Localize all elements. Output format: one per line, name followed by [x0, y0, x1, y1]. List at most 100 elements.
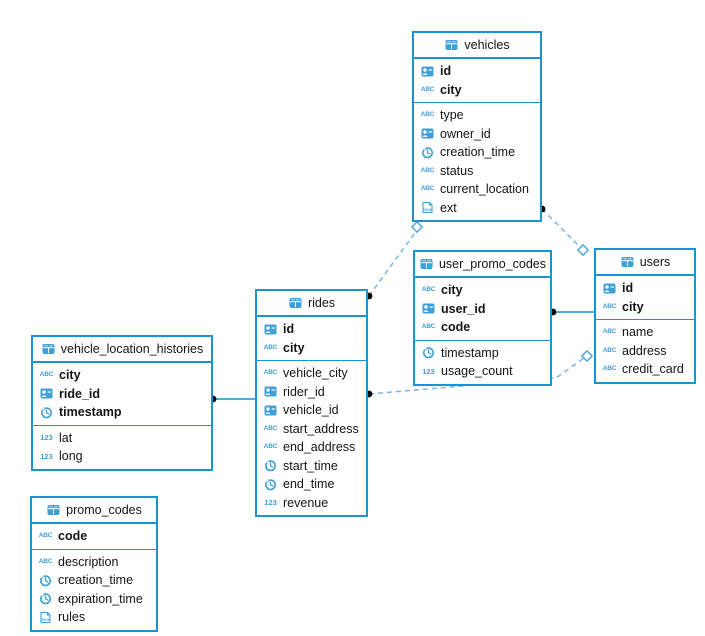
field-type-icon-slot — [421, 303, 436, 314]
table-users[interactable]: users id ABC city ABC name ABC address ABC credit… — [594, 248, 696, 384]
table-name: user_promo_codes — [438, 257, 546, 271]
key-fields-section: ABC city ride_id timestamp — [33, 363, 211, 426]
table-user_promo_codes[interactable]: user_promo_codes ABC city user_id ABC code tim… — [413, 250, 552, 386]
table-icon-slot — [288, 297, 303, 309]
field-start_time[interactable]: start_time — [257, 457, 366, 476]
field-id[interactable]: id — [257, 320, 366, 339]
field-type-icon-slot: ABC — [420, 167, 435, 175]
table-icon-slot — [419, 258, 434, 270]
uuid-icon — [603, 283, 616, 294]
table-rides[interactable]: rides id ABC city ABC vehicle_city rider_id veh… — [255, 289, 368, 517]
field-type-icon-slot: JSON — [420, 201, 435, 214]
fields-section: ABC type owner_id creation_time ABC status ABC… — [414, 103, 540, 220]
table-name: vehicles — [464, 38, 510, 52]
field-type-icon-slot: ABC — [602, 365, 617, 373]
field-timestamp[interactable]: timestamp — [415, 344, 550, 363]
field-code[interactable]: ABC code — [415, 318, 550, 337]
fk-rides-vehicles-diamond-endpoint[interactable] — [410, 220, 424, 234]
field-credit_card[interactable]: ABC credit_card — [596, 360, 694, 379]
field-name: id — [440, 64, 452, 79]
field-rider_id[interactable]: rider_id — [257, 383, 366, 402]
field-start_address[interactable]: ABC start_address — [257, 420, 366, 439]
field-ext[interactable]: JSON ext — [414, 199, 540, 218]
field-name[interactable]: ABC name — [596, 323, 694, 342]
field-type-icon-slot: ABC — [421, 286, 436, 294]
fields-section: timestamp 123 usage_count — [415, 341, 550, 384]
field-city[interactable]: ABC city — [33, 366, 211, 385]
field-type-icon-slot: ABC — [263, 443, 278, 451]
field-name: description — [58, 554, 119, 569]
field-revenue[interactable]: 123 revenue — [257, 494, 366, 513]
field-timestamp[interactable]: timestamp — [33, 403, 211, 422]
field-usage_count[interactable]: 123 usage_count — [415, 362, 550, 381]
field-id[interactable]: id — [414, 62, 540, 81]
field-id[interactable]: id — [596, 279, 694, 298]
text-type-icon: ABC — [420, 185, 435, 192]
field-type[interactable]: ABC type — [414, 106, 540, 125]
fk-vehicles-users-line[interactable] — [541, 208, 581, 248]
table-vehicle_location_histories[interactable]: vehicle_location_histories ABC city ride_id… — [31, 335, 213, 471]
table-icon — [420, 259, 433, 269]
field-city[interactable]: ABC city — [257, 339, 366, 358]
field-expiration_time[interactable]: expiration_time — [32, 590, 156, 609]
field-city[interactable]: ABC city — [415, 281, 550, 300]
field-ride_id[interactable]: ride_id — [33, 385, 211, 404]
table-header-vehicles[interactable]: vehicles — [414, 33, 540, 59]
field-end_time[interactable]: end_time — [257, 475, 366, 494]
field-description[interactable]: ABC description — [32, 553, 156, 572]
table-header-rides[interactable]: rides — [257, 291, 366, 317]
field-user_id[interactable]: user_id — [415, 300, 550, 319]
table-icon — [445, 40, 458, 50]
field-current_location[interactable]: ABC current_location — [414, 180, 540, 199]
table-header-vehicle_location_histories[interactable]: vehicle_location_histories — [33, 337, 211, 363]
field-name: owner_id — [440, 126, 491, 141]
text-type-icon: ABC — [602, 328, 617, 335]
field-type-icon-slot: 123 — [421, 367, 436, 376]
field-type-icon-slot: 123 — [263, 499, 278, 507]
field-lat[interactable]: 123 lat — [33, 429, 211, 448]
fk-rides-vehicles-line[interactable] — [368, 229, 418, 297]
table-header-user_promo_codes[interactable]: user_promo_codes — [415, 252, 550, 278]
field-city[interactable]: ABC city — [414, 81, 540, 100]
field-type-icon-slot — [420, 128, 435, 139]
key-fields-section: id ABC city — [257, 317, 366, 361]
uuid-icon — [422, 303, 435, 314]
field-owner_id[interactable]: owner_id — [414, 125, 540, 144]
uuid-icon — [264, 405, 277, 416]
table-promo_codes[interactable]: promo_codes ABC code ABC description creation… — [30, 496, 158, 632]
field-vehicle_city[interactable]: ABC vehicle_city — [257, 364, 366, 383]
field-name: city — [441, 283, 463, 298]
field-status[interactable]: ABC status — [414, 162, 540, 181]
field-type-icon-slot: ABC — [420, 86, 435, 94]
field-rules[interactable]: JSON rules — [32, 608, 156, 627]
field-type-icon-slot — [420, 146, 435, 159]
table-icon-slot — [620, 256, 635, 268]
field-type-icon-slot: ABC — [602, 347, 617, 355]
field-name: timestamp — [59, 405, 122, 420]
field-vehicle_id[interactable]: vehicle_id — [257, 401, 366, 420]
field-type-icon-slot: JSON — [38, 611, 53, 624]
table-header-users[interactable]: users — [596, 250, 694, 276]
field-name: name — [622, 325, 654, 340]
field-name: lat — [59, 430, 73, 445]
field-creation_time[interactable]: creation_time — [414, 143, 540, 162]
key-fields-section: ABC city user_id ABC code — [415, 278, 550, 341]
field-code[interactable]: ABC code — [32, 527, 156, 546]
fk-rides-users-diamond-endpoint[interactable] — [580, 349, 594, 363]
field-city[interactable]: ABC city — [596, 298, 694, 317]
field-long[interactable]: 123 long — [33, 447, 211, 466]
fk-vehicles-users-diamond-endpoint[interactable] — [576, 243, 590, 257]
field-end_address[interactable]: ABC end_address — [257, 438, 366, 457]
fk-rides-users-line[interactable] — [368, 357, 585, 395]
timestamp-type-icon — [40, 574, 51, 587]
json-type-icon: JSON — [422, 202, 433, 214]
field-type-icon-slot — [602, 283, 617, 294]
table-vehicles[interactable]: vehicles id ABC city ABC type owner_id creation… — [412, 31, 542, 222]
field-type-icon-slot — [421, 346, 436, 359]
field-type-icon-slot — [420, 66, 435, 77]
field-address[interactable]: ABC address — [596, 342, 694, 361]
field-creation_time[interactable]: creation_time — [32, 571, 156, 590]
field-name: city — [59, 368, 81, 383]
table-header-promo_codes[interactable]: promo_codes — [32, 498, 156, 524]
